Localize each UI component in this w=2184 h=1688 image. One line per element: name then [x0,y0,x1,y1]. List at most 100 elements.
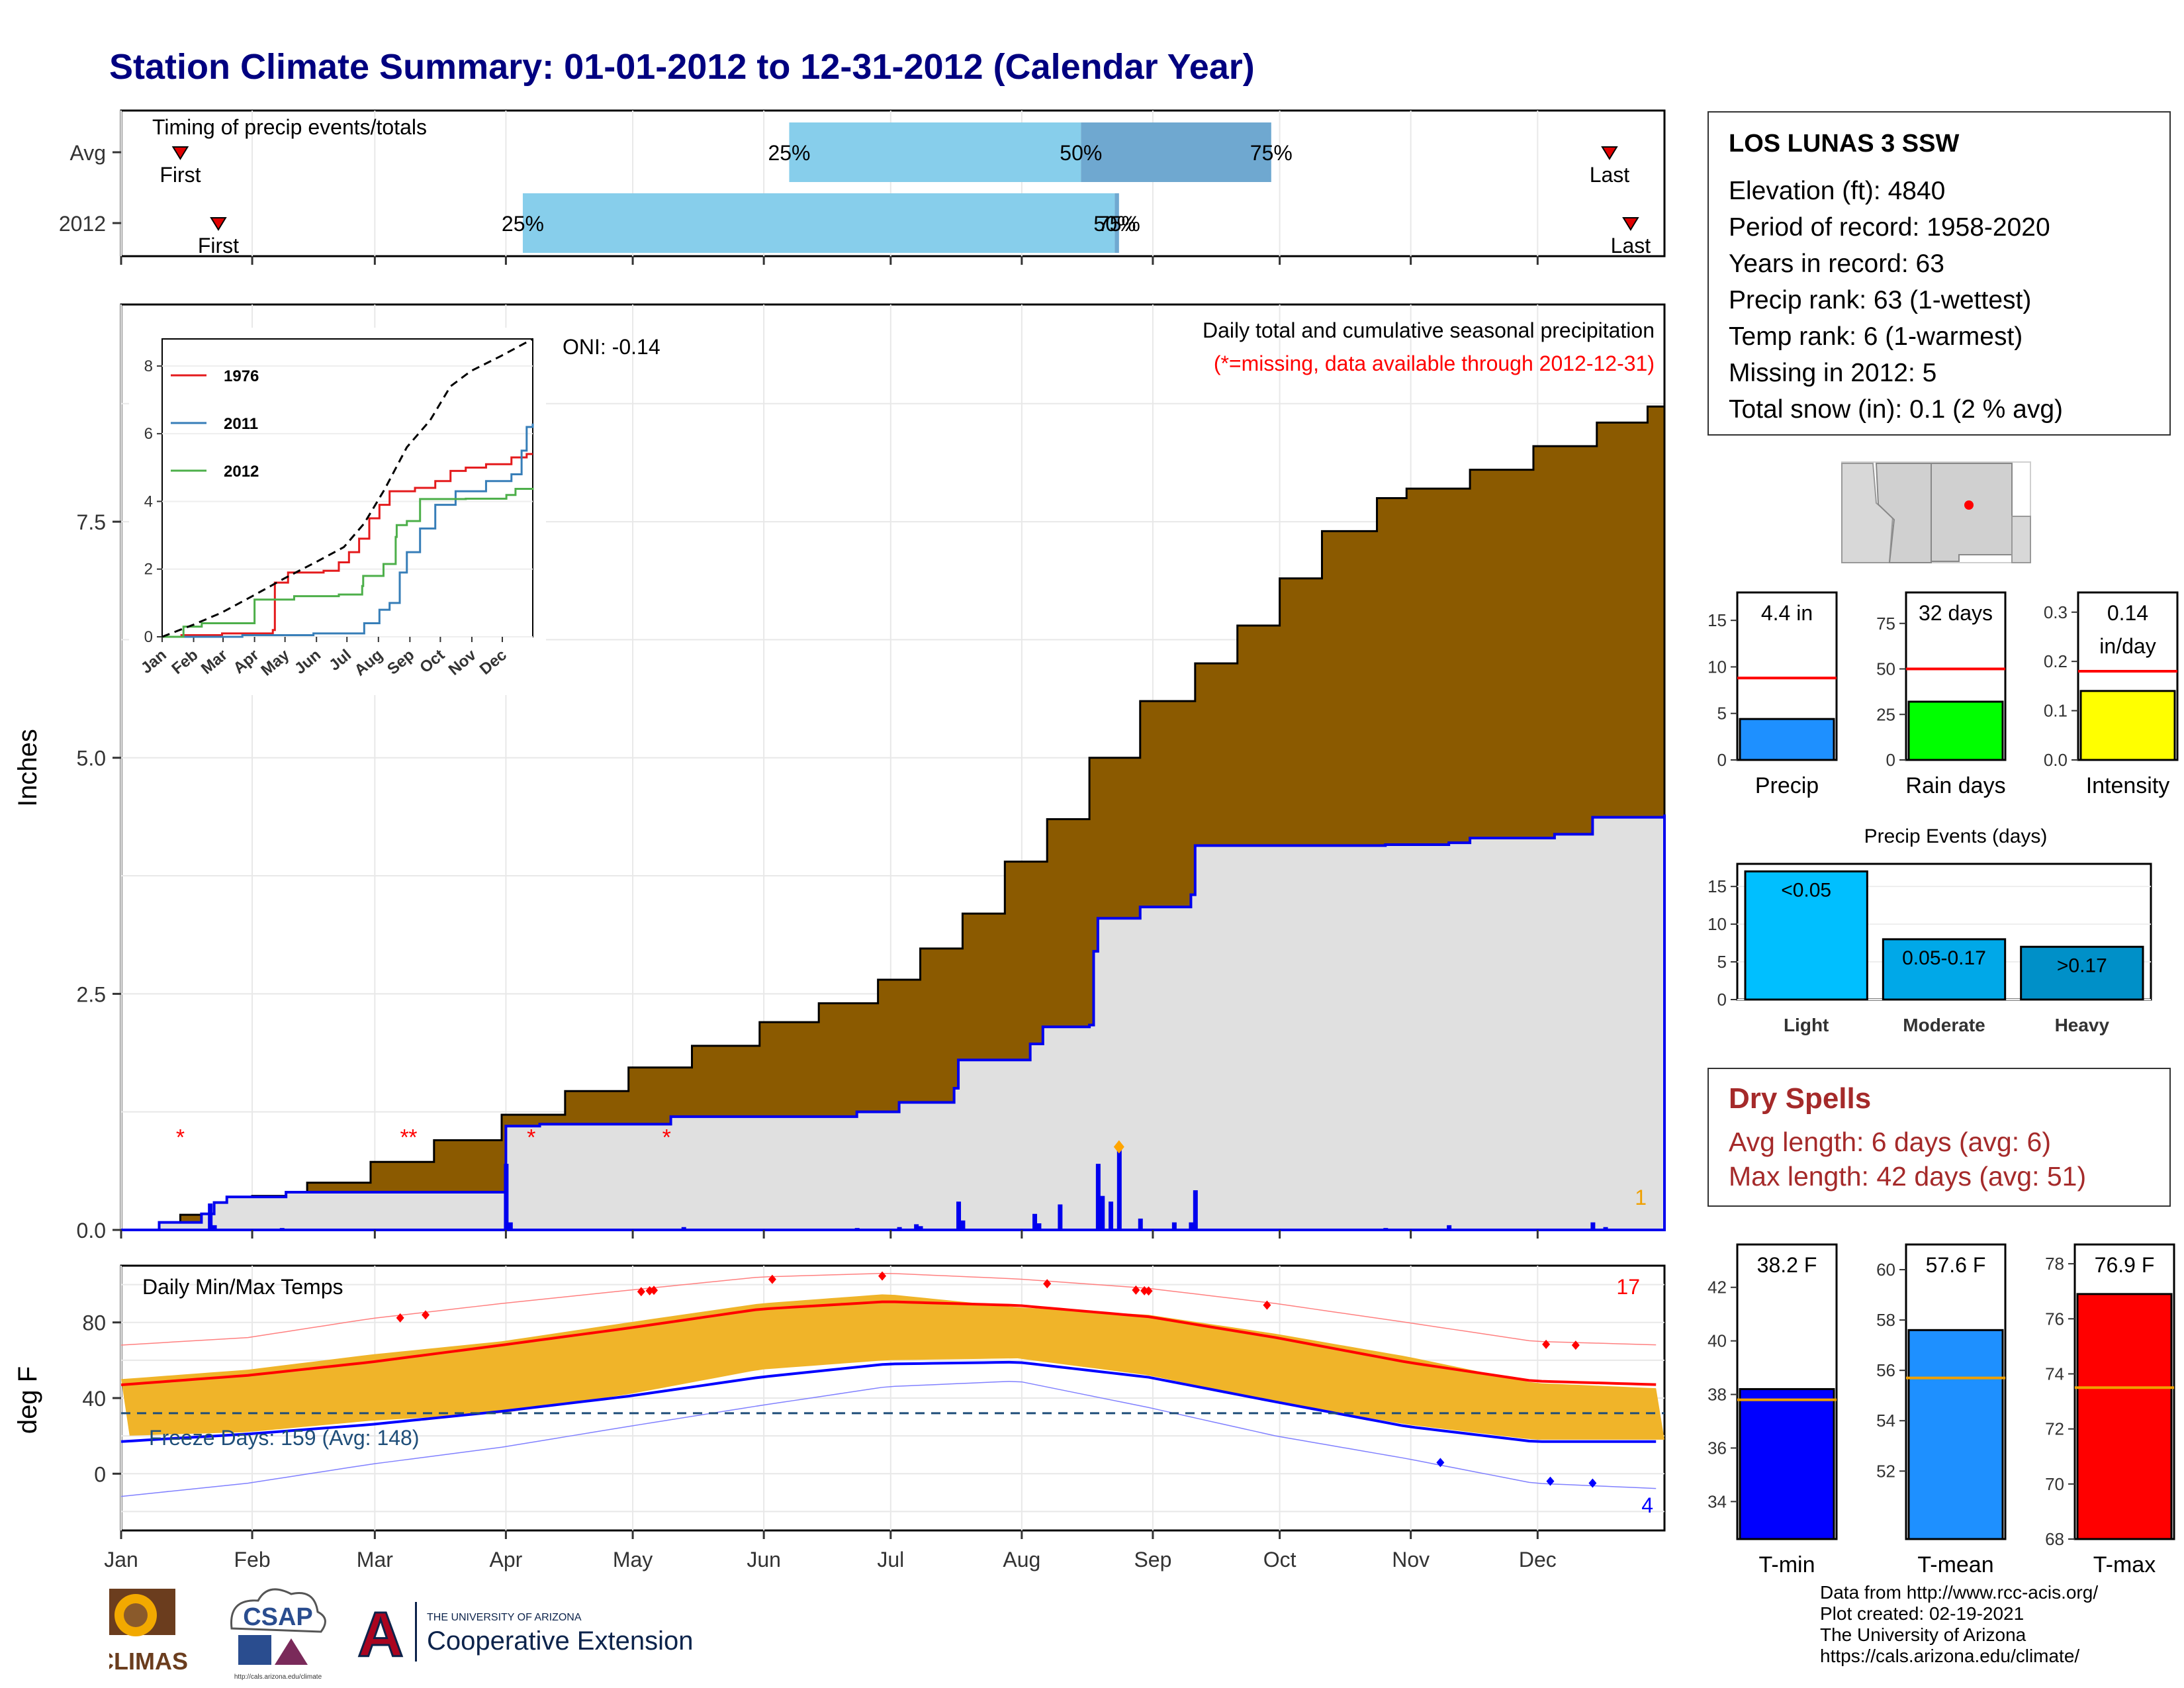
precip-events-bar-label: <0.05 [1781,879,1831,901]
precip-events-bar-moderate [1882,938,2007,1001]
timing-last-marker [1601,146,1618,160]
temps-xtick-label: Mar [357,1548,393,1571]
station-info-box: LOS LUNAS 3 SSW Elevation (ft): 4840 Per… [1707,111,2171,436]
ua-logo-bottom: Cooperative Extension [427,1626,693,1656]
summary-panel-label: Rain days [1905,773,2005,798]
precip-events-ytick-label: 15 [1707,876,1727,896]
daily-precip-bar [681,1227,686,1230]
precip-events-ytick-label: 0 [1717,990,1727,1009]
daily-precip-bar [1383,1228,1388,1230]
summary-ytick-label: 42 [1707,1278,1727,1297]
summary-ytick-label: 58 [1876,1310,1895,1330]
timing-bar-50-75 [1115,193,1119,253]
climas-logo-text: CLIMAS [109,1648,188,1675]
inset-ytick-label: 6 [144,425,153,443]
daily-precip-bar [1193,1190,1198,1230]
inset-ytick-label: 0 [144,628,153,646]
daily-precip-bar [960,1220,966,1230]
temps-year-range [121,1294,1664,1440]
daily-precip-bar [1100,1196,1105,1230]
inset-legend-label: 2011 [224,415,258,433]
summary-ytick-label: 0 [1886,750,1895,770]
summary-panel-label: Intensity [2086,773,2170,798]
precip-events-title: Precip Events (days) [1864,825,2048,847]
temps-count-bottom: 4 [1641,1493,1653,1517]
daily-precip-bar [1095,1164,1101,1230]
record-high-marker [650,1286,659,1295]
summary-ytick-label: 74 [2045,1364,2064,1383]
summary-bar-t-mean [1907,1329,2004,1540]
year-cumulative-area [121,814,1666,1231]
temps-axes: 0 40 80 Jan Feb Mar Apr May Jun Jul Aug Sep Oct Nov De… [82,1311,1556,1571]
record-high-marker [1571,1340,1580,1350]
dry-spells-avg: Avg length: 6 days (avg: 6) [1729,1127,2051,1157]
summary-value-label: 57.6 F [1926,1253,1986,1277]
summary-panel-label: T-min [1759,1552,1815,1577]
max-event-marker [1113,1140,1124,1154]
summary-bar-rain-days [1907,700,2004,761]
oni-label: ONI: -0.14 [563,335,660,359]
daily-precip-bar [208,1203,213,1230]
timing-pct-label: 25% [502,212,544,236]
precip-summary-panels: 0 5 10 15 4.4 in Precip 0 25 50 75 32 days Rain day… [1707,591,2179,798]
daily-precip-bar [279,1228,285,1230]
timing-title: Timing of precip events/totals [152,115,427,139]
avg-max-line [120,1300,1657,1386]
summary-value-label: 38.2 F [1757,1253,1817,1277]
daily-precip-bar [1058,1204,1063,1230]
precip-events-ytick-label: 10 [1707,914,1727,934]
csap-logo: CSAP http://cals.arizona.edu/climate [230,1588,326,1681]
station-period: Period of record: 1958-2020 [1729,213,2050,242]
summary-ytick-label: 15 [1707,610,1727,630]
temps-lines [120,1271,1664,1497]
timing-row-label: 2012 [59,212,106,236]
precip-events-panel: Precip Events (days) 0 5 10 15 <0.05 Light 0.0… [1707,825,2152,1035]
ua-logo-mark: A [357,1599,403,1670]
daily-precip-bars [208,1140,1608,1230]
daily-precip-bar [914,1224,919,1230]
summary-ytick-label: 70 [2045,1474,2064,1494]
precip-axes: 0.0 2.5 5.0 7.5 [77,510,1539,1243]
missing-marker: * [408,1125,417,1150]
timing-pct-label: 75% [1250,141,1293,165]
summary-ytick-label: 38 [1707,1385,1727,1405]
summary-ytick-label: 75 [1876,614,1895,633]
precip-count: 1 [1635,1186,1647,1209]
temps-xtick-label: Jan [104,1548,138,1571]
summary-ytick-label: 54 [1876,1411,1895,1430]
temps-ylabel: deg F [13,1366,42,1434]
summary-ytick-label: 76 [2045,1309,2064,1329]
temps-xtick-label: Jul [877,1548,904,1571]
inset-series-1976 [162,453,533,638]
inset-frame [161,338,533,637]
record-high-marker [1043,1279,1052,1289]
record-high-marker [637,1287,645,1297]
credits-block: Data from http://www.rcc-acis.org/ Plot … [1820,1582,2098,1667]
summary-ytick-label: 0.2 [2044,651,2068,671]
summary-ytick-label: 0 [1717,750,1727,770]
summary-ytick-label: 25 [1876,704,1895,724]
timing-last-label: Last [1590,163,1630,187]
timing-pct-label: 50% [1093,212,1136,236]
map-new-mexico [1931,463,2013,562]
temps-daily-band [121,1294,1664,1440]
summary-panel-label: T-max [2093,1552,2156,1577]
temps-panel: 0 40 80 Jan Feb Mar Apr May Jun Jul Aug Sep Oct Nov De… [13,1264,1666,1571]
summary-value-label: 4.4 in [1761,601,1813,625]
station-name: LOS LUNAS 3 SSW [1729,130,1960,158]
station-years: Years in record: 63 [1729,250,1944,278]
station-missing: Missing in 2012: 5 [1729,359,1937,387]
dry-spells-max: Max length: 42 days (avg: 51) [1729,1161,2087,1192]
summary-ytick-label: 36 [1707,1438,1727,1458]
inset-ytick-label: 4 [144,492,153,510]
missing-marker: * [400,1125,408,1150]
summary-panel-label: Precip [1755,773,1819,798]
freeze-label: Freeze Days: 159 (Avg: 148) [149,1426,420,1450]
summary-ytick-label: 72 [2045,1419,2064,1439]
csap-logo-text: CSAP [243,1603,313,1631]
credits-url: https://cals.arizona.edu/climate/ [1820,1646,2080,1666]
